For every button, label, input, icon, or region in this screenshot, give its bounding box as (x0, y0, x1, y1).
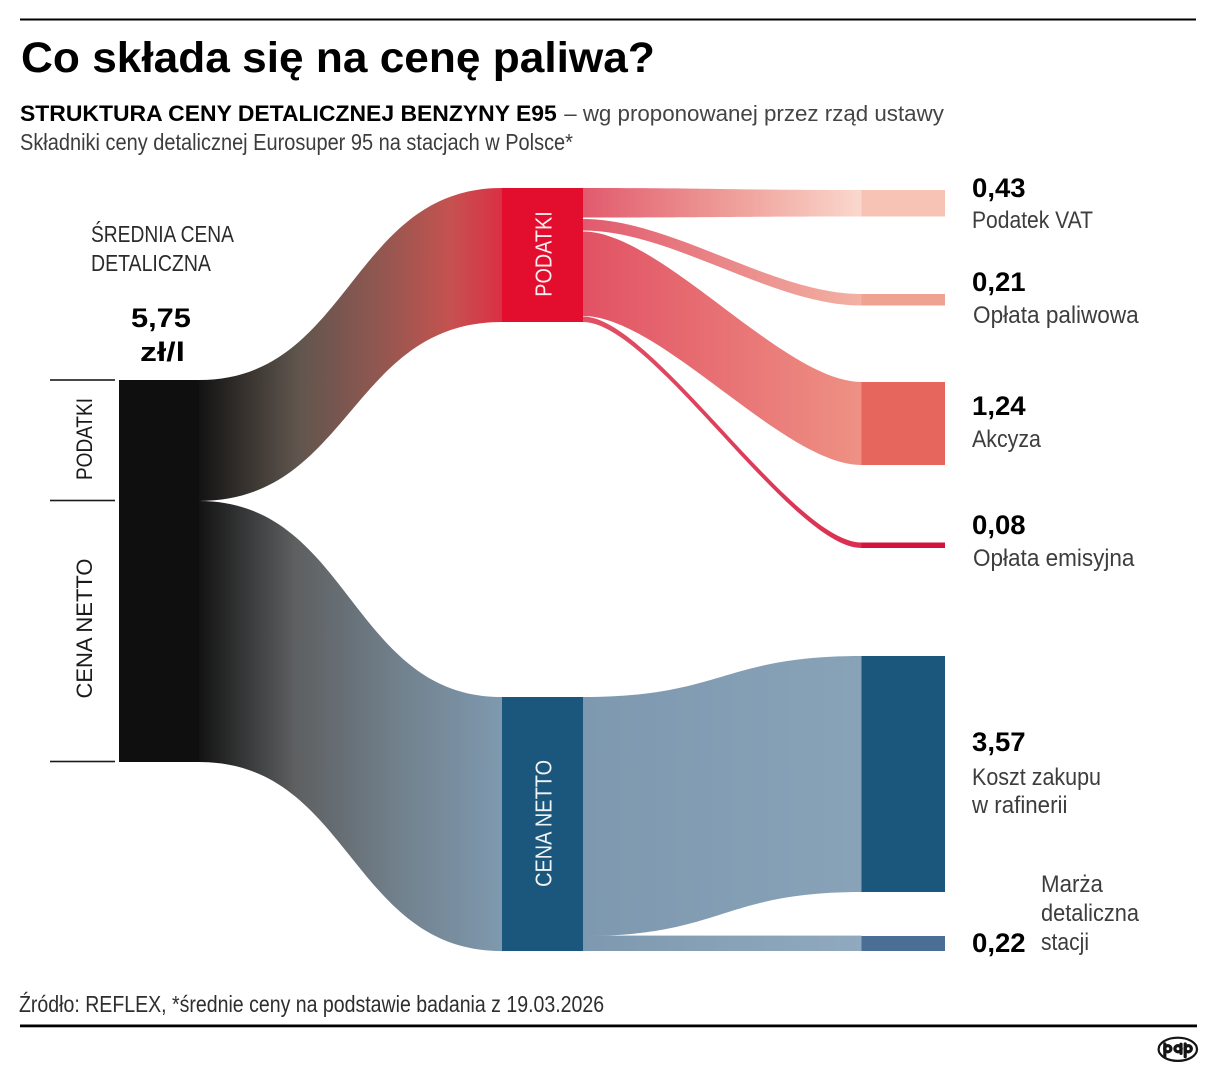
svg-text:CENA NETTO: CENA NETTO (531, 760, 557, 887)
svg-text:CENA NETTO: CENA NETTO (72, 559, 97, 699)
svg-text:PODATKI: PODATKI (531, 211, 557, 297)
svg-text:PODATKI: PODATKI (72, 398, 97, 480)
